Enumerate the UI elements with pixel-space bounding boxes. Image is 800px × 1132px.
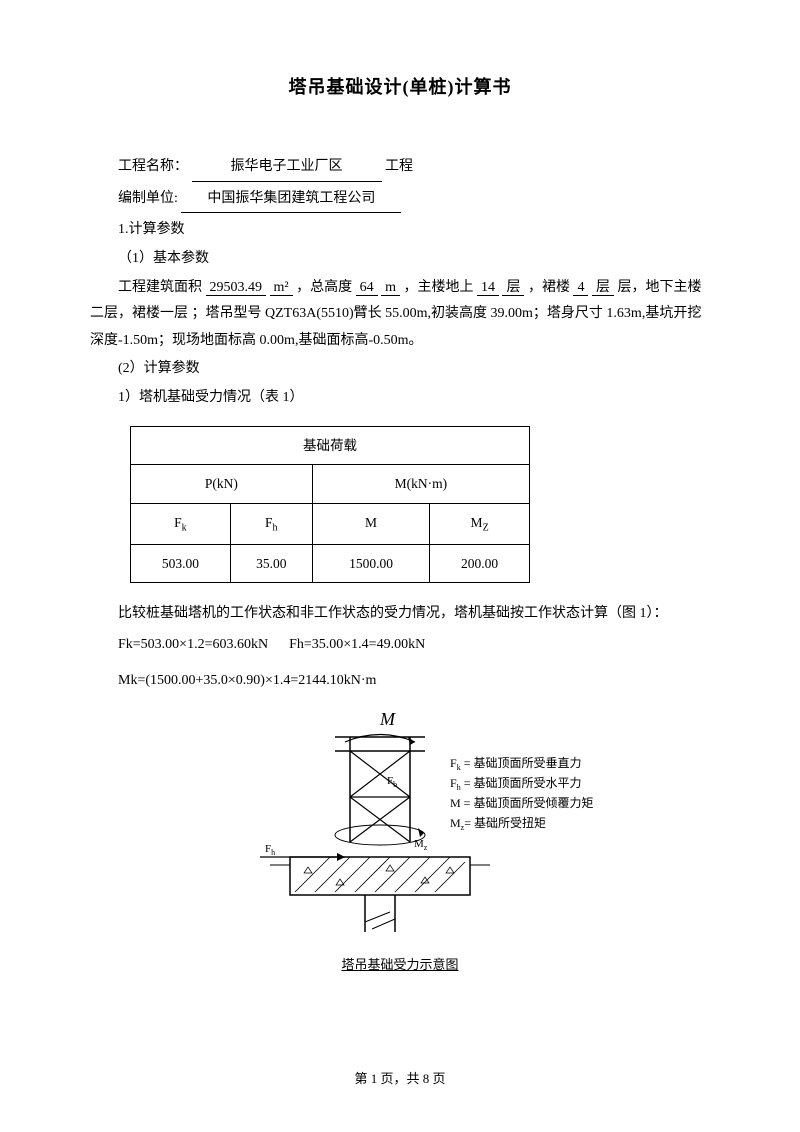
project-name-row: 工程名称： 振华电子工业厂区 工程 [90,154,710,182]
compiler-value: 中国振华集团建筑工程公司 [181,186,401,214]
area-unit: m² [270,280,293,296]
area-value: 29503.49 [206,280,267,296]
p1-h-label: ，总高度 [296,280,352,295]
table-row: 503.00 35.00 1500.00 200.00 [131,544,530,583]
m-label: M [379,709,396,729]
section-1: 1.计算参数 [90,217,710,244]
fh-label: Fh [265,843,275,857]
annex-floors: 4 [573,280,588,296]
legend-1: Fk = 基础顶面所受垂直力 [450,756,581,772]
mz-label: Mz [414,838,428,852]
project-suffix: 工程 [385,159,413,174]
val-m: 1500.00 [312,544,429,583]
p1-area-label: 工程建筑面积 [118,280,202,295]
table-row: 基础荷载 [131,426,530,465]
col-m: M [312,503,429,544]
col-fk: Fk [131,503,231,544]
page-title: 塔吊基础设计(单桩)计算书 [90,70,710,104]
val-mz: 200.00 [430,544,530,583]
main-floors: 14 [477,280,499,296]
project-label: 工程名称： [118,159,188,174]
floors-unit-2: 层 [592,280,614,296]
p1-annex-label: ，裙楼 [528,280,570,295]
compiler-row: 编制单位: 中国振华集团建筑工程公司 [90,186,710,214]
table-row: P(kN) M(kN·m) [131,465,530,504]
legend-4: Mz= 基础所受扭矩 [450,816,546,832]
calc-line-1: Fk=503.00×1.2=603.60kN Fh=35.00×1.4=49.0… [118,632,710,659]
height-value: 64 [356,280,378,296]
height-unit: m [381,280,400,296]
legend-2: Fh = 基础顶面所受水平力 [450,776,581,792]
col-fh: Fh [230,503,312,544]
fb-label: Fb [387,775,397,789]
val-fk: 503.00 [131,544,231,583]
compiler-label: 编制单位: [118,191,178,206]
paragraph-1: 工程建筑面积 29503.49 m² ，总高度 64 m ，主楼地上 14 层 … [90,275,710,355]
calc-1a: Fk=503.00×1.2=603.60kN [118,637,268,652]
table-row: Fk Fh M MZ [131,503,530,544]
p1-main-label: ，主楼地上 [403,280,473,295]
project-value: 振华电子工业厂区 [192,154,382,182]
load-table: 基础荷载 P(kN) M(kN·m) Fk Fh M MZ 503.00 35.… [130,426,530,584]
compare-text: 比较桩基础塔机的工作状态和非工作状态的受力情况，塔机基础按工作状态计算（图 1）… [90,601,710,628]
p-header: P(kN) [131,465,313,504]
section-1-2: (2）计算参数 [90,356,710,383]
calc-1b: Fh=35.00×1.4=49.00kN [289,637,425,652]
col-mz: MZ [430,503,530,544]
val-fh: 35.00 [230,544,312,583]
floors-unit: 层 [502,280,524,296]
section-1-2-1: 1）塔机基础受力情况（表 1） [90,385,710,412]
diagram-wrap: M Fb Mz Fh [90,707,710,947]
m-header: M(kN·m) [312,465,529,504]
section-1-1: （1）基本参数 [90,246,710,273]
table-header: 基础荷载 [131,426,530,465]
diagram-caption: 塔吊基础受力示意图 [90,953,710,978]
calc-line-2: Mk=(1500.00+35.0×0.90)×1.4=2144.10kN·m [118,668,710,695]
force-diagram: M Fb Mz Fh [190,707,610,947]
legend-3: M = 基础顶面所受倾覆力矩 [450,796,593,810]
page-footer: 第 1 页，共 8 页 [0,1067,800,1092]
